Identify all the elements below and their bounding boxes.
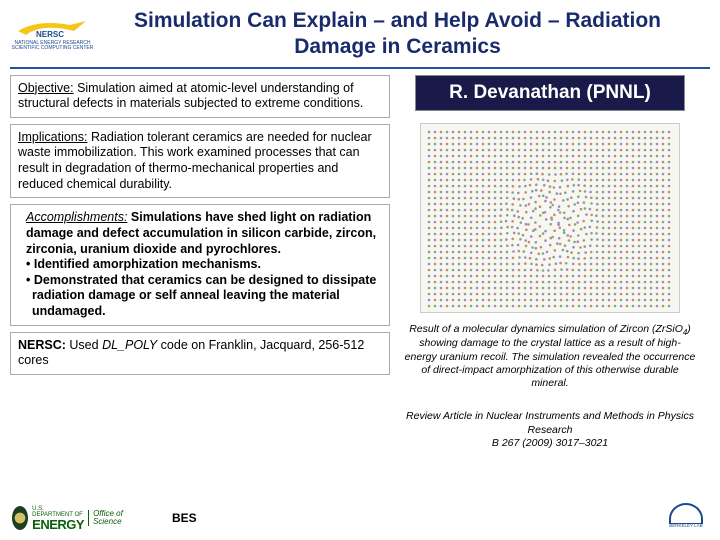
page-title: Simulation Can Explain – and Help Avoid … xyxy=(105,8,710,61)
doe-logo: U.S. DEPARTMENT OF ENERGY Office of Scie… xyxy=(12,502,132,534)
simulation-image xyxy=(420,123,680,313)
nersc-code: DL_POLY xyxy=(102,338,157,352)
accomplishments-bullet-1: • Identified amorphization mechanisms. xyxy=(26,257,382,273)
caption-pre: Result of a molecular dynamics simulatio… xyxy=(409,323,683,335)
objective-label: Objective: xyxy=(18,81,74,95)
review-line2: B 267 (2009) 3017–3021 xyxy=(400,437,700,451)
berkeley-lab-icon xyxy=(669,503,703,523)
left-column: Objective: Simulation aimed at atomic-le… xyxy=(10,75,390,451)
nersc-logo-icon: NERSC xyxy=(18,17,88,39)
footer: U.S. DEPARTMENT OF ENERGY Office of Scie… xyxy=(0,502,720,534)
accomplishments-label: Accomplishments: xyxy=(26,210,127,224)
svg-text:NERSC: NERSC xyxy=(36,30,64,39)
implications-label: Implications: xyxy=(18,130,87,144)
doe-big: ENERGY xyxy=(32,518,84,531)
review-line1: Review Article in Nuclear Instruments an… xyxy=(400,410,700,437)
nersc-label: NERSC: xyxy=(18,338,66,352)
accomplishments-panel: Accomplishments: Simulations have shed l… xyxy=(10,204,390,325)
nersc-logo: NERSC NATIONAL ENERGY RESEARCH SCIENTIFI… xyxy=(10,9,95,59)
doe-seal-icon xyxy=(12,506,28,530)
title-underline xyxy=(10,67,710,69)
header: NERSC NATIONAL ENERGY RESEARCH SCIENTIFI… xyxy=(0,0,720,65)
right-column: R. Devanathan (PNNL) Result of a molecul… xyxy=(400,75,700,451)
simulation-caption: Result of a molecular dynamics simulatio… xyxy=(400,323,700,390)
accomplishments-bullet-2: • Demonstrated that ceramics can be desi… xyxy=(26,273,382,320)
author-box: R. Devanathan (PNNL) xyxy=(415,75,685,111)
bes-label: BES xyxy=(172,511,197,525)
berkeley-lab-logo: BERKELEY LAB xyxy=(664,503,708,533)
implications-panel: Implications: Radiation tolerant ceramic… xyxy=(10,124,390,199)
review-citation: Review Article in Nuclear Instruments an… xyxy=(400,410,700,451)
content: Objective: Simulation aimed at atomic-le… xyxy=(0,75,720,451)
objective-panel: Objective: Simulation aimed at atomic-le… xyxy=(10,75,390,118)
nersc-panel: NERSC: Used DL_POLY code on Franklin, Ja… xyxy=(10,332,390,375)
doe-office: Office of Science xyxy=(88,510,132,526)
nersc-pre: Used xyxy=(66,338,102,352)
doe-small: U.S. DEPARTMENT OF xyxy=(32,506,84,518)
nersc-logo-sub: NATIONAL ENERGY RESEARCH SCIENTIFIC COMP… xyxy=(10,41,95,52)
